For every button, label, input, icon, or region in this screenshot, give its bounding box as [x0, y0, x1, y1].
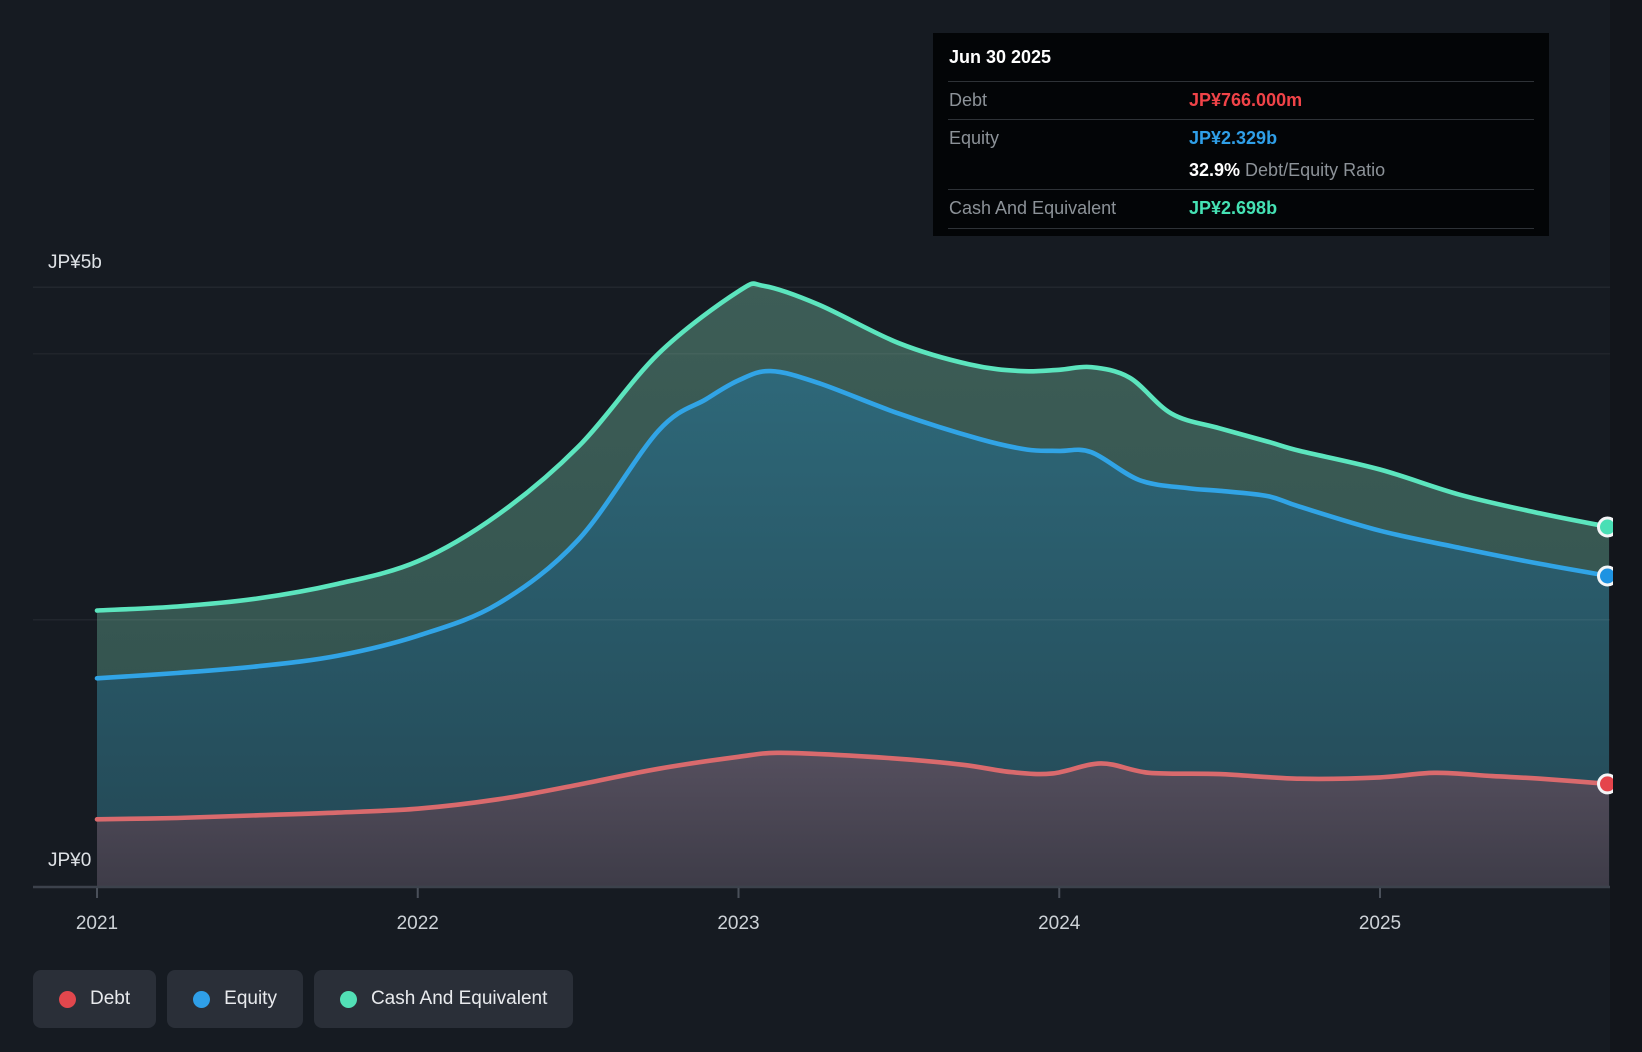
tooltip-debt-value: JP¥766.000m	[1189, 89, 1303, 110]
cash-dot-icon	[339, 990, 357, 1008]
tooltip-equity-label: Equity	[949, 128, 1000, 148]
tooltip-debt-equity-ratio: 32.9% Debt/Equity Ratio	[1189, 159, 1385, 182]
legend-item-cash[interactable]: Cash And Equivalent	[313, 970, 574, 1028]
ratio-label: Debt/Equity Ratio	[1240, 159, 1386, 180]
x-axis-label: 2022	[397, 913, 439, 934]
equity-line	[94, 368, 1612, 681]
tooltip-equity-value-block: JP¥2.329b 32.9% Debt/Equity Ratio	[1189, 127, 1385, 181]
equity-end-marker[interactable]	[1597, 565, 1617, 587]
tooltip-equity-value: JP¥2.329b	[1189, 128, 1278, 148]
tooltip-row-cash: Cash And Equivalent JP¥2.698b	[948, 190, 1534, 229]
debt-line	[94, 750, 1612, 822]
chart-legend: Debt Equity Cash And Equivalent	[33, 970, 574, 1028]
legend-equity-label: Equity	[224, 988, 277, 1009]
tooltip-debt-label: Debt	[949, 89, 988, 110]
debt-area-fill	[97, 752, 1609, 886]
tooltip-row-equity: Equity JP¥2.329b 32.9% Debt/Equity Ratio	[948, 120, 1534, 190]
cash-end-marker[interactable]	[1597, 516, 1617, 538]
tooltip-cash-value: JP¥2.698b	[1189, 198, 1278, 218]
legend-debt-label: Debt	[90, 988, 131, 1009]
x-axis-label: 2021	[76, 913, 118, 934]
chart-tooltip: Jun 30 2025 Debt JP¥766.000m Equity JP¥2…	[933, 33, 1549, 236]
cash-line	[94, 281, 1612, 613]
legend-item-equity[interactable]: Equity	[167, 970, 303, 1028]
equity-dot-icon	[193, 990, 211, 1008]
legend-item-debt[interactable]: Debt	[33, 970, 157, 1028]
ratio-value: 32.9%	[1189, 159, 1241, 180]
x-axis-label: 2023	[717, 913, 759, 934]
debt-dot-icon	[59, 990, 76, 1008]
x-axis-label: 2025	[1359, 913, 1401, 934]
y-axis-label: JP¥5b	[48, 252, 102, 273]
tooltip-cash-label: Cash And Equivalent	[949, 198, 1117, 218]
legend-cash-label: Cash And Equivalent	[370, 988, 548, 1009]
equity-area-fill	[97, 371, 1609, 886]
y-axis-label: JP¥0	[48, 850, 91, 871]
x-axis-label: 2024	[1038, 913, 1081, 934]
right-margin-band	[1610, 0, 1642, 1052]
tooltip-date: Jun 30 2025	[948, 33, 1534, 82]
debt-end-marker[interactable]	[1597, 773, 1617, 795]
tooltip-row-debt: Debt JP¥766.000m	[948, 82, 1534, 120]
